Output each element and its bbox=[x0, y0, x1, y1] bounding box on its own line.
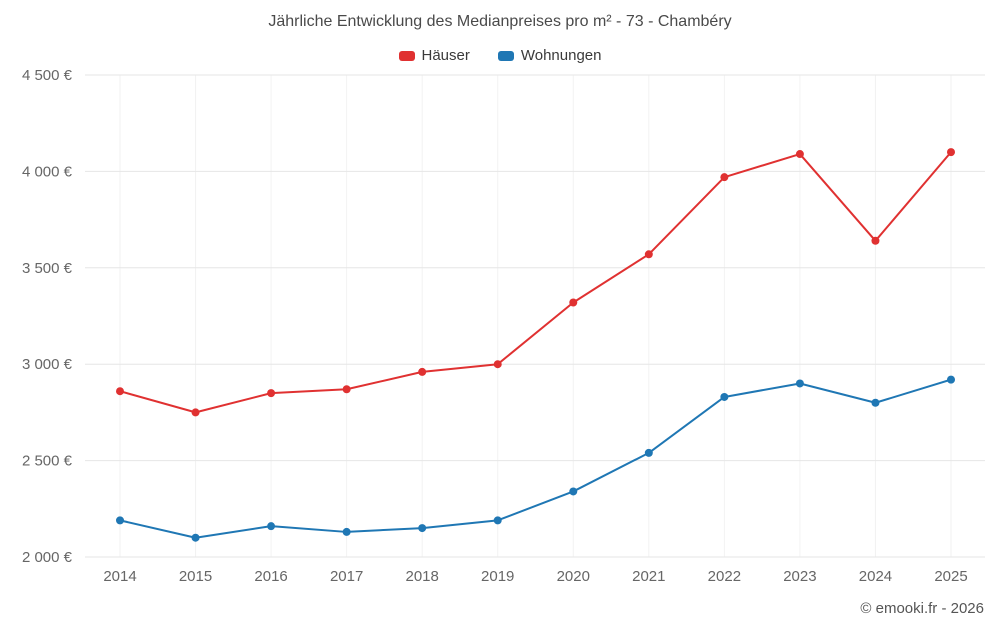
x-axis-label: 2023 bbox=[783, 568, 816, 585]
legend-marker-wohnungen bbox=[497, 50, 514, 61]
data-point-1 bbox=[569, 487, 578, 496]
data-point-1 bbox=[644, 448, 653, 457]
y-axis-label: 3 000 € bbox=[22, 356, 73, 373]
data-point-0 bbox=[342, 385, 351, 394]
data-point-1 bbox=[267, 522, 276, 531]
data-point-0 bbox=[191, 408, 200, 417]
data-point-1 bbox=[795, 379, 804, 388]
y-axis-label: 2 500 € bbox=[22, 453, 73, 470]
data-point-0 bbox=[720, 173, 729, 182]
x-axis-label: 2021 bbox=[632, 568, 665, 585]
data-point-1 bbox=[871, 398, 880, 407]
data-point-0 bbox=[493, 360, 502, 369]
data-point-0 bbox=[267, 389, 276, 398]
y-axis-label: 3 500 € bbox=[22, 260, 73, 277]
chart-title: Jährliche Entwicklung des Medianpreises … bbox=[268, 13, 732, 30]
legend-label-wohnungen: Wohnungen bbox=[520, 47, 602, 64]
data-point-0 bbox=[644, 250, 653, 259]
legend-label-haeuser: Häuser bbox=[421, 47, 470, 64]
y-axis-label: 4 500 € bbox=[22, 67, 73, 84]
x-axis-label: 2025 bbox=[934, 568, 967, 585]
x-axis-label: 2024 bbox=[859, 568, 892, 585]
legend-item-haeuser[interactable]: Häuser bbox=[398, 47, 470, 64]
data-point-1 bbox=[493, 516, 502, 525]
data-point-0 bbox=[947, 148, 955, 157]
x-axis-label: 2019 bbox=[481, 568, 514, 585]
data-point-1 bbox=[418, 524, 427, 533]
data-point-1 bbox=[720, 392, 729, 401]
footer-credit: © emooki.fr - 2026 bbox=[860, 600, 984, 617]
series-line-0 bbox=[119, 151, 952, 414]
data-point-0 bbox=[569, 298, 578, 307]
x-axis-label: 2015 bbox=[179, 568, 212, 585]
y-axis-label: 2 000 € bbox=[22, 549, 73, 566]
x-axis-label: 2022 bbox=[708, 568, 741, 585]
data-point-1 bbox=[191, 533, 200, 542]
legend-item-wohnungen[interactable]: Wohnungen bbox=[497, 47, 602, 64]
data-point-1 bbox=[342, 527, 351, 536]
legend-marker-haeuser bbox=[398, 50, 415, 61]
x-axis-label: 2018 bbox=[405, 568, 438, 585]
data-point-0 bbox=[418, 367, 427, 376]
data-point-0 bbox=[795, 150, 804, 159]
data-point-0 bbox=[116, 387, 124, 396]
data-point-0 bbox=[871, 236, 880, 245]
data-point-1 bbox=[947, 375, 955, 384]
data-point-1 bbox=[116, 516, 124, 525]
x-axis-label: 2014 bbox=[103, 568, 136, 585]
chart-legend: Häuser Wohnungen bbox=[0, 47, 1000, 64]
x-axis-label: 2020 bbox=[557, 568, 590, 585]
x-axis-label: 2016 bbox=[254, 568, 287, 585]
y-axis-label: 4 000 € bbox=[22, 163, 73, 180]
series-line-1 bbox=[119, 378, 952, 539]
x-axis-label: 2017 bbox=[330, 568, 363, 585]
